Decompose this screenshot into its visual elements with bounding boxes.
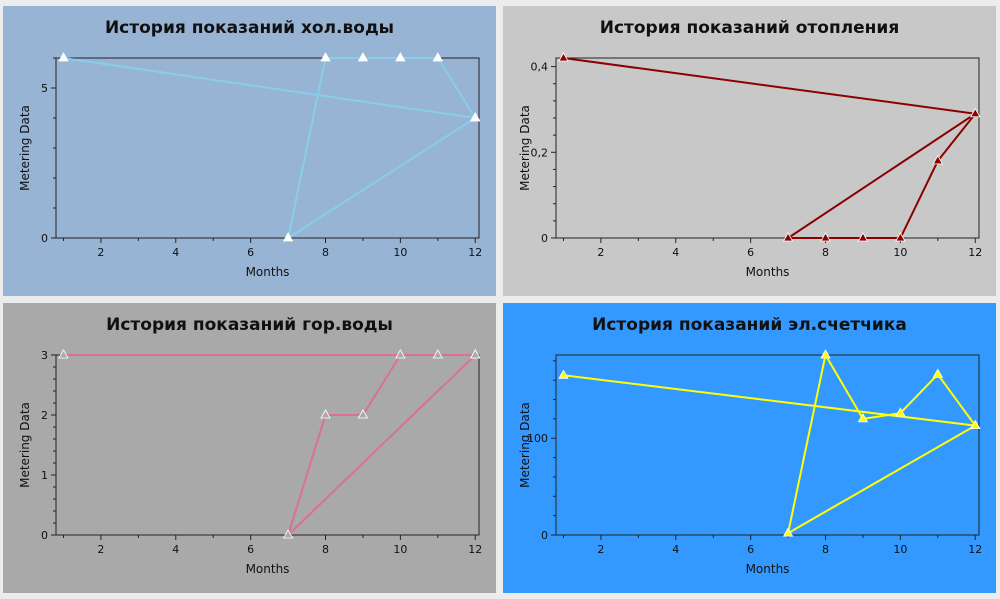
x-tick-label: 8 (822, 543, 829, 556)
y-tick-label: 3 (41, 349, 48, 362)
x-axis-label: Months (746, 562, 790, 576)
x-tick-label: 2 (597, 543, 604, 556)
y-axis-label: Metering Data (18, 402, 32, 488)
data-point-marker (395, 349, 406, 359)
data-point-marker (58, 349, 69, 359)
x-tick-label: 4 (672, 543, 679, 556)
x-tick-label: 6 (747, 246, 754, 259)
data-point-marker (432, 52, 444, 62)
y-tick-label: 100 (527, 432, 548, 445)
data-point-marker (320, 409, 331, 419)
data-point-marker (895, 407, 906, 417)
data-point-marker (782, 232, 794, 242)
chart-panel-heating: История показаний отопления 2 4 6 8 10 12 0 0,2… (503, 6, 996, 296)
x-tick-label: 6 (247, 246, 254, 259)
data-point-marker (857, 413, 869, 423)
x-tick-label: 2 (597, 246, 604, 259)
y-tick-label: 2 (41, 409, 48, 422)
x-tick-label: 10 (893, 543, 907, 556)
chart-panel-cold-water: История показаний хол.воды 2 4 6 8 10 12 0 5 Mon… (3, 6, 496, 296)
x-tick-label: 10 (393, 246, 407, 259)
plot-frame (555, 57, 980, 239)
x-tick-label: 4 (672, 246, 679, 259)
chart-panel-hot-water: История показаний гор.воды 2 4 6 8 10 12 0 1 2 3 M… (3, 303, 496, 593)
plot-frame (555, 354, 980, 536)
chart-svg: 2 4 6 8 10 12 0 5 Months Metering Data (18, 52, 482, 279)
chart-title: История показаний отопления (599, 18, 900, 38)
x-tick-label: 8 (322, 246, 329, 259)
data-point-marker (970, 107, 981, 118)
y-axis-label: Metering Data (18, 105, 32, 191)
data-point-marker (970, 419, 981, 430)
x-tick-label: 12 (468, 246, 482, 259)
data-point-marker (782, 527, 794, 537)
x-tick-label: 2 (97, 246, 104, 259)
series-line (63, 57, 479, 241)
data-point-marker (932, 155, 944, 165)
data-point-marker (820, 349, 831, 359)
x-tick-label: 8 (322, 543, 329, 556)
x-tick-label: 10 (393, 543, 407, 556)
x-axis-label: Months (746, 265, 790, 279)
plot-frame (55, 354, 480, 536)
y-tick-label: 0,2 (531, 146, 549, 159)
y-tick-label: 1 (41, 469, 48, 482)
data-point-marker (558, 369, 569, 379)
series-line (63, 354, 478, 536)
x-axis-label: Months (246, 562, 290, 576)
data-point-marker (857, 232, 869, 242)
x-tick-label: 10 (893, 246, 907, 259)
data-point-marker (282, 529, 294, 539)
data-point-marker (932, 368, 944, 378)
plot-frame (55, 57, 480, 239)
data-point-marker (58, 52, 69, 62)
data-point-marker (282, 232, 294, 242)
x-tick-label: 4 (172, 543, 179, 556)
x-tick-label: 6 (247, 543, 254, 556)
y-tick-label: 0 (541, 529, 548, 542)
x-tick-label: 12 (968, 246, 982, 259)
x-tick-label: 2 (97, 543, 104, 556)
x-tick-label: 8 (822, 246, 829, 259)
chart-svg: 2 4 6 8 10 12 0 0,2 0,4 Months Metering Data (518, 52, 982, 279)
x-tick-label: 12 (468, 543, 482, 556)
y-axis-label: Metering Data (518, 105, 532, 191)
data-point-marker (357, 52, 369, 62)
y-tick-label: 5 (41, 82, 48, 95)
data-point-marker (395, 52, 406, 62)
y-tick-label: 0,4 (531, 61, 549, 74)
data-point-marker (558, 52, 569, 62)
data-point-marker (320, 52, 331, 62)
x-tick-label: 12 (968, 543, 982, 556)
chart-svg: 2 4 6 8 10 12 0 100 Months Metering Data (518, 349, 982, 576)
chart-title: История показаний гор.воды (106, 315, 393, 335)
y-axis-label: Metering Data (518, 402, 532, 488)
data-point-marker (357, 409, 369, 419)
x-tick-label: 6 (747, 543, 754, 556)
chart-title: История показаний хол.воды (104, 18, 395, 38)
chart-title: История показаний эл.счетчика (592, 315, 907, 335)
y-tick-label: 0 (541, 232, 548, 245)
y-tick-label: 0 (41, 529, 48, 542)
data-point-marker (432, 349, 444, 359)
series-line (563, 57, 979, 239)
data-point-marker (470, 112, 481, 122)
series-line (563, 352, 979, 536)
x-tick-label: 4 (172, 246, 179, 259)
chart-panel-electricity: История показаний эл.счетчика 2 4 6 8 10 12 0 1… (503, 303, 996, 593)
data-point-marker (895, 232, 906, 242)
data-point-marker (470, 349, 481, 359)
data-point-marker (820, 232, 831, 242)
x-axis-label: Months (246, 265, 290, 279)
y-tick-label: 0 (41, 232, 48, 245)
